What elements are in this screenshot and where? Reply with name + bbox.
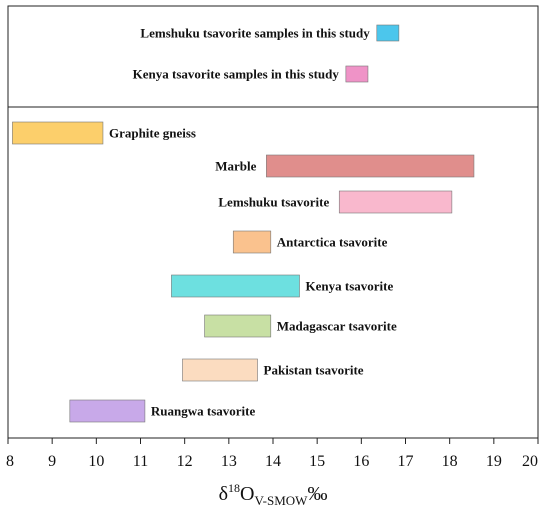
x-tick-label: 10 bbox=[88, 453, 104, 470]
range-bar bbox=[69, 399, 146, 423]
legend-swatch bbox=[345, 65, 369, 83]
bar-label: Madagascar tsavorite bbox=[277, 319, 397, 334]
range-bar bbox=[171, 274, 300, 298]
x-tick-label: 18 bbox=[442, 453, 458, 470]
bar-label: Marble bbox=[215, 159, 256, 174]
bar-label: Lemshuku tsavorite bbox=[218, 195, 329, 210]
x-tick-label: 12 bbox=[177, 453, 193, 470]
range-bar bbox=[266, 154, 475, 178]
range-bar bbox=[204, 314, 272, 338]
legend-label: Lemshuku tsavorite samples in this study bbox=[140, 26, 370, 41]
range-bar bbox=[12, 121, 104, 145]
bar-label: Antarctica tsavorite bbox=[277, 235, 388, 250]
range-bar bbox=[232, 230, 272, 254]
x-tick-label: 16 bbox=[353, 453, 369, 470]
x-tick-label: 8 bbox=[6, 453, 14, 470]
range-bar bbox=[338, 190, 453, 214]
x-tick-label: 11 bbox=[133, 453, 148, 470]
x-axis-title: δ18OV-SMOW‰ bbox=[219, 481, 328, 506]
x-tick-label: 17 bbox=[398, 453, 414, 470]
range-bar bbox=[182, 358, 258, 382]
bar-label: Graphite gneiss bbox=[109, 126, 196, 141]
x-axis: 8 9 10 11 12 13 14 15 16 17 18 19 20 bbox=[6, 438, 539, 470]
x-tick-label: 14 bbox=[265, 453, 281, 470]
x-tick-label: 9 bbox=[48, 453, 56, 470]
bar-label: Kenya tsavorite bbox=[306, 279, 394, 294]
x-tick-label: 13 bbox=[221, 453, 237, 470]
bar-label: Pakistan tsavorite bbox=[264, 363, 364, 378]
bar-label: Ruangwa tsavorite bbox=[151, 404, 256, 419]
legend-swatch bbox=[376, 24, 400, 42]
x-tick-label: 20 bbox=[522, 453, 538, 470]
x-tick-label: 19 bbox=[486, 453, 502, 470]
x-tick-label: 15 bbox=[309, 453, 325, 470]
range-bars: Graphite gneiss Marble Lemshuku tsavorite A… bbox=[12, 121, 475, 423]
legend-label: Kenya tsavorite samples in this study bbox=[133, 67, 340, 82]
legend: Lemshuku tsavorite samples in this study… bbox=[133, 24, 400, 83]
